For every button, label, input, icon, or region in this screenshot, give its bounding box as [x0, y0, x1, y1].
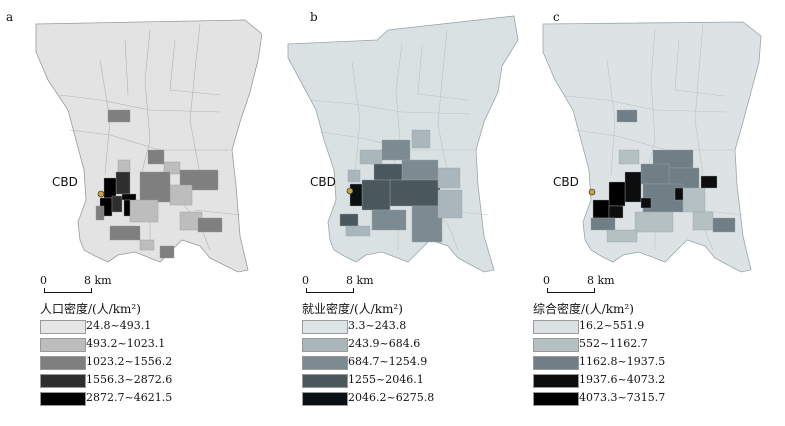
- legend-swatch: [533, 392, 579, 406]
- scale-zero: 0: [302, 274, 309, 287]
- cbd-marker: [97, 190, 105, 198]
- density-zones: [590, 109, 736, 243]
- legend-item: 1556.3~2872.6: [40, 372, 240, 390]
- legend-item: 2872.7~4621.5: [40, 390, 240, 408]
- employment-density-map: [287, 15, 519, 273]
- legend-item: 684.7~1254.9: [302, 354, 502, 372]
- legend-range: 684.7~1254.9: [348, 355, 428, 368]
- map-panel-a: a CBD 0 8 km 人口密度/(人/km²) 24.8~493.1 493…: [0, 0, 262, 426]
- legend-swatch: [533, 356, 579, 370]
- legend-range: 243.9~684.6: [348, 337, 421, 350]
- legend-item: 552~1162.7: [533, 336, 733, 354]
- panel-label: c: [553, 10, 560, 24]
- legend-range: 2872.7~4621.5: [86, 391, 173, 404]
- legend-item: 24.8~493.1: [40, 318, 240, 336]
- legend-range: 493.2~1023.1: [86, 337, 166, 350]
- legend-item: 4073.3~7315.7: [533, 390, 733, 408]
- panel-label: b: [310, 10, 318, 24]
- scale-zero: 0: [543, 274, 550, 287]
- composite-density-map: [542, 21, 762, 273]
- legend-swatch: [533, 338, 579, 352]
- study-area-boundary: [35, 19, 262, 273]
- legend-item: 1023.2~1556.2: [40, 354, 240, 372]
- legend-range: 552~1162.7: [579, 337, 648, 350]
- legend-swatch: [302, 320, 348, 334]
- density-zones: [339, 129, 463, 243]
- density-zones: [95, 109, 223, 259]
- scale-km: 8 km: [84, 274, 112, 287]
- district-boundaries: [59, 23, 241, 251]
- cbd-marker: [588, 188, 596, 196]
- legend: 16.2~551.9 552~1162.7 1162.8~1937.5 1937…: [533, 318, 733, 408]
- scale-zero: 0: [40, 274, 47, 287]
- legend-range: 1162.8~1937.5: [579, 355, 666, 368]
- legend-title: 人口密度/(人/km²): [40, 302, 141, 316]
- cbd-label: CBD: [310, 175, 336, 189]
- legend-range: 1556.3~2872.6: [86, 373, 173, 386]
- legend-swatch: [533, 374, 579, 388]
- legend-item: 2046.2~6275.8: [302, 390, 502, 408]
- legend-title: 综合密度/(人/km²): [533, 302, 634, 316]
- cbd-marker: [346, 187, 354, 195]
- legend-range: 3.3~243.8: [348, 319, 407, 332]
- legend: 24.8~493.1 493.2~1023.1 1023.2~1556.2 15…: [40, 318, 240, 408]
- legend-range: 1937.6~4073.2: [579, 373, 666, 386]
- legend-item: 3.3~243.8: [302, 318, 502, 336]
- scale-km: 8 km: [587, 274, 615, 287]
- legend-item: 1255~2046.1: [302, 372, 502, 390]
- legend-swatch: [40, 356, 86, 370]
- legend-range: 4073.3~7315.7: [579, 391, 666, 404]
- legend-title: 就业密度/(人/km²): [302, 302, 403, 316]
- legend-swatch: [302, 392, 348, 406]
- legend-swatch: [40, 374, 86, 388]
- legend-item: 243.9~684.6: [302, 336, 502, 354]
- legend: 3.3~243.8 243.9~684.6 684.7~1254.9 1255~…: [302, 318, 502, 408]
- legend-swatch: [40, 338, 86, 352]
- panel-label: a: [6, 10, 14, 24]
- population-density-map: [35, 19, 262, 273]
- cbd-label: CBD: [553, 175, 579, 189]
- legend-range: 1255~2046.1: [348, 373, 424, 386]
- study-area-boundary: [542, 21, 762, 273]
- legend-range: 24.8~493.1: [86, 319, 152, 332]
- legend-swatch: [40, 392, 86, 406]
- cbd-label: CBD: [52, 175, 78, 189]
- legend-swatch: [302, 374, 348, 388]
- map-panel-b: b CBD 0 8 km 就业密度/(人/km²) 3.3~243.8 243.…: [262, 0, 524, 426]
- legend-item: 16.2~551.9: [533, 318, 733, 336]
- legend-item: 493.2~1023.1: [40, 336, 240, 354]
- scale-km: 8 km: [346, 274, 374, 287]
- legend-swatch: [302, 356, 348, 370]
- legend-item: 1162.8~1937.5: [533, 354, 733, 372]
- legend-range: 2046.2~6275.8: [348, 391, 435, 404]
- legend-swatch: [302, 338, 348, 352]
- legend-swatch: [533, 320, 579, 334]
- legend-item: 1937.6~4073.2: [533, 372, 733, 390]
- legend-range: 16.2~551.9: [579, 319, 645, 332]
- map-panel-c: c CBD 0 8 km 综合密度/(人/km²) 16.2~551.9 552…: [523, 0, 785, 426]
- legend-range: 1023.2~1556.2: [86, 355, 173, 368]
- legend-swatch: [40, 320, 86, 334]
